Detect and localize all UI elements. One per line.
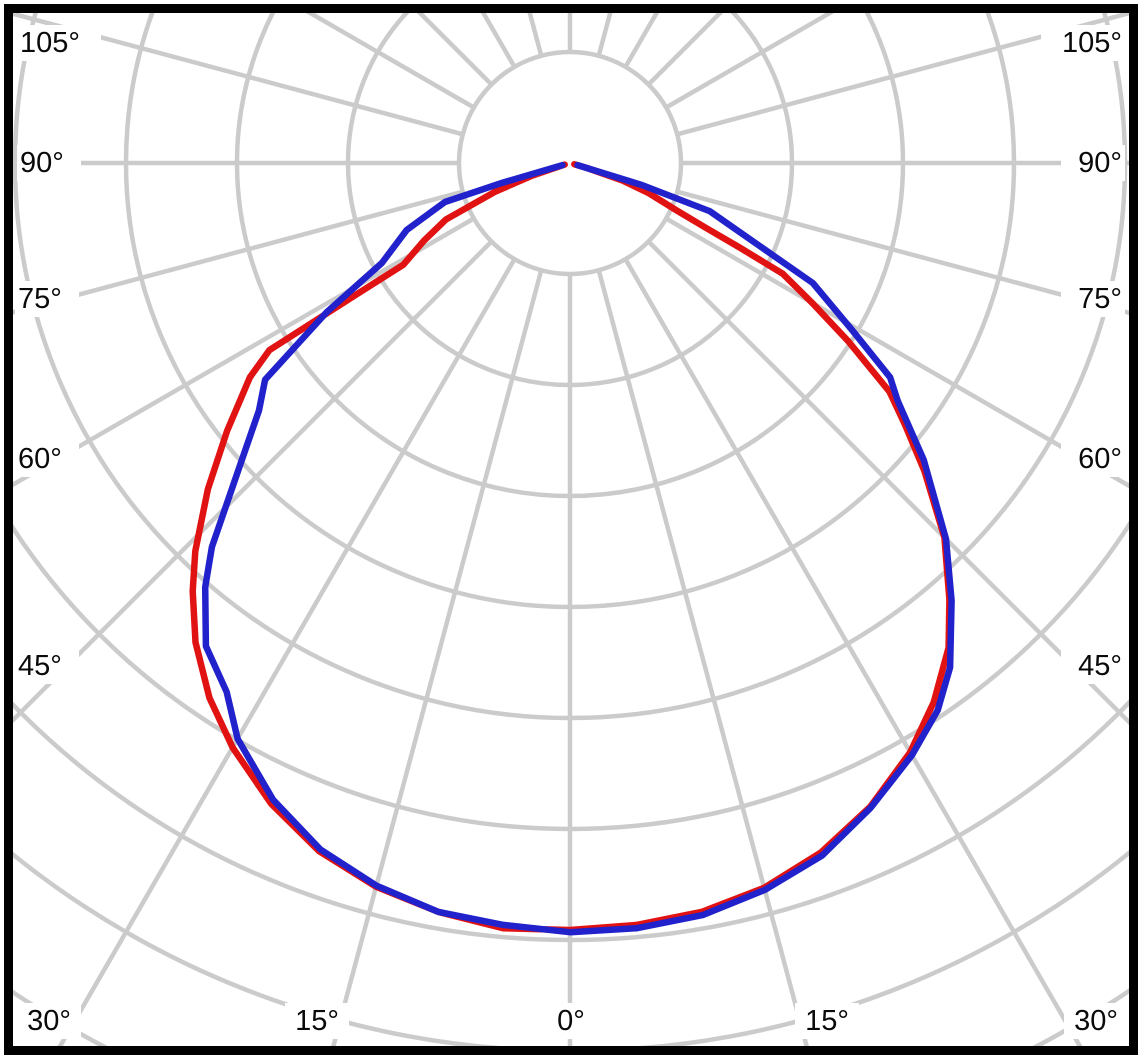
angle-label: 0°: [557, 1005, 585, 1037]
label-knockout: [15, 648, 79, 684]
angle-label: 15°: [805, 1005, 849, 1037]
grid-spoke: [646, 239, 1129, 726]
grid-spoke: [676, 189, 1129, 316]
grid-spoke: [331, 269, 544, 1046]
label-knockout: [1061, 648, 1125, 684]
angle-label: 90°: [1078, 147, 1122, 179]
chart-border: [4, 4, 1138, 1055]
angle-labels: 105° 90° 75° 60° 45° 105° 90° 75° 60° 45° 30° 15° 0°…: [15, 25, 1128, 1039]
grid-spoke: [13, 13, 464, 137]
angle-label: 45°: [1078, 650, 1122, 682]
label-knockout: [15, 281, 79, 317]
angle-label: 15°: [295, 1005, 339, 1037]
label-knockout: [539, 1003, 603, 1039]
angle-label: 105°: [20, 27, 80, 59]
grid-spoke: [57, 258, 517, 1046]
label-knockout: [17, 25, 101, 61]
label-knockout: [1061, 145, 1125, 181]
label-knockout: [17, 1003, 81, 1039]
label-knockout: [1061, 281, 1125, 317]
angle-label: 60°: [18, 443, 62, 475]
label-knockout: [17, 145, 81, 181]
label-knockout: [285, 1003, 349, 1039]
label-knockout: [1061, 441, 1125, 477]
label-knockout: [1064, 1003, 1128, 1039]
grid-spoke: [676, 13, 1129, 137]
angle-label: 105°: [1062, 27, 1122, 59]
label-knockout: [1041, 25, 1125, 61]
grid-spoke: [623, 258, 1083, 1046]
angle-label: 60°: [1078, 443, 1122, 475]
label-knockout: [15, 441, 79, 477]
blue-curve: [201, 161, 955, 936]
angle-label: 75°: [1078, 283, 1122, 315]
label-knockout: [795, 1003, 859, 1039]
grid-spoke: [665, 216, 1129, 489]
red-curve: [189, 160, 953, 934]
angle-label: 75°: [18, 283, 62, 315]
angle-label: 90°: [20, 147, 64, 179]
grid-spoke: [13, 189, 464, 315]
angle-label: 30°: [27, 1005, 71, 1037]
angle-label: 30°: [1074, 1005, 1118, 1037]
grid-spoke: [13, 239, 494, 724]
angle-label: 45°: [18, 650, 62, 682]
grid-spoke: [13, 216, 475, 488]
grid-spoke: [596, 269, 809, 1046]
